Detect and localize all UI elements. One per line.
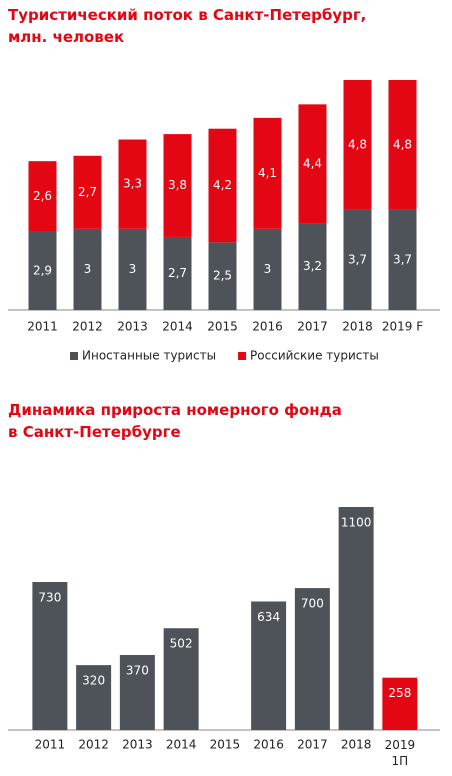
data-label: 3,2	[303, 259, 322, 273]
bar	[76, 665, 112, 730]
bar	[119, 654, 155, 730]
bar-segment	[163, 134, 192, 237]
x-tick-label: 2016	[253, 738, 284, 752]
bar-segment	[208, 128, 237, 243]
bar-segment	[118, 139, 147, 229]
x-tick-label: 2016	[252, 320, 283, 334]
bar-segment	[73, 228, 102, 310]
data-label: 700	[301, 597, 324, 611]
bar	[294, 588, 330, 730]
bar-segment	[388, 80, 417, 210]
bar-segment	[298, 104, 327, 224]
legend-label: Иностанные туристы	[82, 349, 216, 363]
chart-title: Динамика прироста номерного фонда	[8, 401, 342, 419]
bar-segment	[118, 228, 147, 310]
data-label: 3,7	[348, 252, 367, 266]
x-tick-label: 2017	[297, 738, 328, 752]
x-tick-label: 2015	[207, 320, 238, 334]
data-label: 3,8	[168, 178, 187, 192]
data-label: 4,8	[393, 137, 412, 151]
data-label: 3,7	[393, 252, 412, 266]
x-tick-label: 2012	[78, 738, 109, 752]
data-label: 3	[129, 262, 137, 276]
bar-segment	[73, 155, 102, 229]
legend-swatch	[70, 352, 78, 360]
chart-title: в Санкт-Петербурге	[8, 423, 181, 441]
data-label: 370	[126, 663, 149, 677]
x-tick-label: 2015	[210, 738, 241, 752]
bar-segment	[253, 228, 282, 310]
x-tick-label: 2013	[122, 738, 153, 752]
data-label: 730	[38, 591, 61, 605]
data-label: 4,4	[303, 156, 322, 170]
bar	[251, 601, 287, 730]
x-tick-label: 2011	[35, 738, 66, 752]
bar	[32, 582, 68, 730]
bar-segment	[298, 223, 327, 310]
data-label: 2,7	[78, 185, 97, 199]
data-label: 3	[264, 262, 272, 276]
x-tick-label: 2019 F	[382, 320, 423, 334]
data-label: 2,9	[33, 263, 52, 277]
bar-segment	[163, 236, 192, 310]
x-tick-label: 2018	[342, 320, 373, 334]
data-label: 4,8	[348, 137, 367, 151]
bar-segment	[28, 161, 57, 232]
bar-segment	[388, 209, 417, 310]
data-label: 4,1	[258, 166, 277, 180]
x-tick-label: 2017	[297, 320, 328, 334]
data-label: 2,6	[33, 189, 52, 203]
bar-segment	[343, 209, 372, 310]
legend-swatch	[238, 352, 247, 360]
data-label: 1100	[341, 516, 372, 530]
bar	[382, 677, 418, 730]
data-label: 258	[388, 686, 411, 700]
bar-segment	[253, 117, 282, 229]
data-label: 3	[84, 262, 92, 276]
data-label: 3,3	[123, 177, 142, 191]
x-tick-label: 2014	[166, 738, 197, 752]
data-label: 502	[170, 637, 193, 651]
x-tick-label: 2013	[117, 320, 148, 334]
x-tick-label: 2018	[341, 738, 372, 752]
bar	[338, 507, 374, 730]
x-tick-label: 2011	[27, 320, 58, 334]
bar-segment	[343, 80, 372, 210]
bar-segment	[28, 231, 57, 310]
x-tick-label: 2019 1П	[385, 738, 416, 768]
data-label: 2,7	[168, 266, 187, 280]
data-label: 2,5	[213, 269, 232, 283]
chart-title: млн. человек	[8, 28, 124, 46]
chart-title: Туристический поток в Санкт-Петербург,	[8, 6, 366, 24]
bar-segment	[208, 242, 237, 310]
data-label: 320	[82, 674, 105, 688]
bar	[163, 628, 199, 730]
x-tick-label: 2014	[162, 320, 193, 334]
x-tick-label: 2012	[72, 320, 103, 334]
data-label: 4,2	[213, 178, 232, 192]
legend-label: Российские туристы	[250, 349, 379, 363]
data-label: 634	[257, 610, 280, 624]
